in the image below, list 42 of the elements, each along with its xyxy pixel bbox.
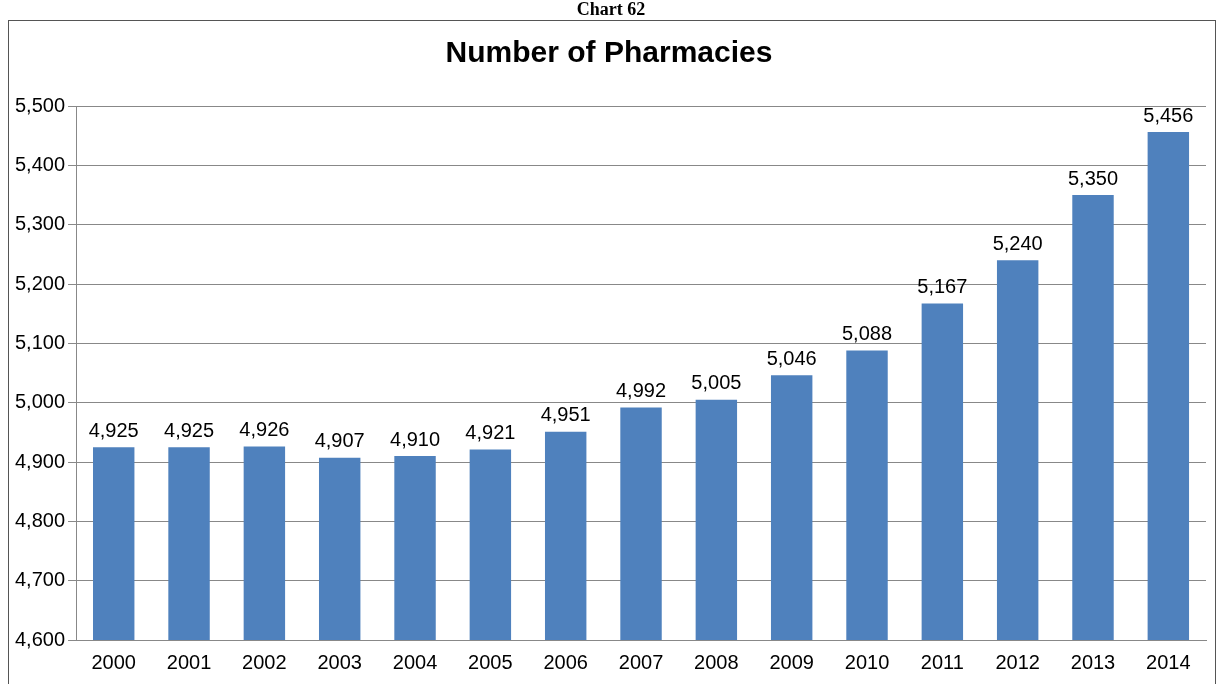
x-tick-label: 2007 (618, 650, 664, 673)
data-label: 5,240 (992, 231, 1043, 254)
x-tick-label: 2003 (317, 650, 362, 673)
y-tick-label: 5,100 (14, 330, 66, 353)
y-tick-label: 5,300 (14, 212, 66, 235)
data-label: 4,951 (540, 403, 591, 426)
x-tick-label: 2004 (392, 650, 438, 673)
y-tick-label: 5,000 (14, 390, 66, 413)
data-label: 4,992 (615, 378, 667, 401)
data-label: 5,005 (691, 371, 742, 394)
y-tick-label: 5,400 (14, 152, 66, 175)
data-label: 4,926 (239, 418, 290, 441)
data-label: 5,046 (766, 346, 817, 369)
caption: Chart 62 (576, 0, 646, 19)
data-label: 4,925 (88, 418, 139, 441)
chart-title: Number of Pharmacies (445, 35, 773, 69)
data-label: 4,910 (390, 427, 441, 450)
x-tick-label: 2001 (166, 650, 212, 673)
y-tick-label: 4,600 (14, 627, 66, 650)
x-tick-label: 2000 (91, 650, 136, 673)
y-tick-label: 5,500 (14, 93, 66, 116)
x-tick-label: 2013 (1070, 650, 1116, 673)
y-tick-label: 4,700 (14, 568, 66, 591)
y-tick-label: 4,900 (14, 449, 66, 472)
x-tick-label: 2010 (844, 650, 890, 673)
x-tick-label: 2006 (543, 650, 588, 673)
y-tick-label: 5,200 (14, 271, 66, 294)
data-label: 5,456 (1143, 103, 1194, 126)
data-label: 4,907 (314, 429, 365, 452)
x-tick-label: 2005 (468, 650, 513, 673)
y-tick-label: 4,800 (14, 508, 66, 531)
data-label: 4,921 (465, 421, 516, 444)
x-tick-label: 2011 (920, 650, 964, 673)
x-tick-label: 2014 (1146, 650, 1191, 673)
data-label: 4,925 (164, 418, 215, 441)
x-tick-label: 2002 (242, 650, 287, 673)
data-label: 5,167 (917, 275, 968, 298)
x-tick-label: 2009 (769, 650, 814, 673)
data-label: 5,350 (1067, 166, 1119, 189)
x-tick-label: 2012 (995, 650, 1040, 673)
data-label: 5,088 (841, 321, 893, 344)
x-tick-label: 2008 (694, 650, 739, 673)
